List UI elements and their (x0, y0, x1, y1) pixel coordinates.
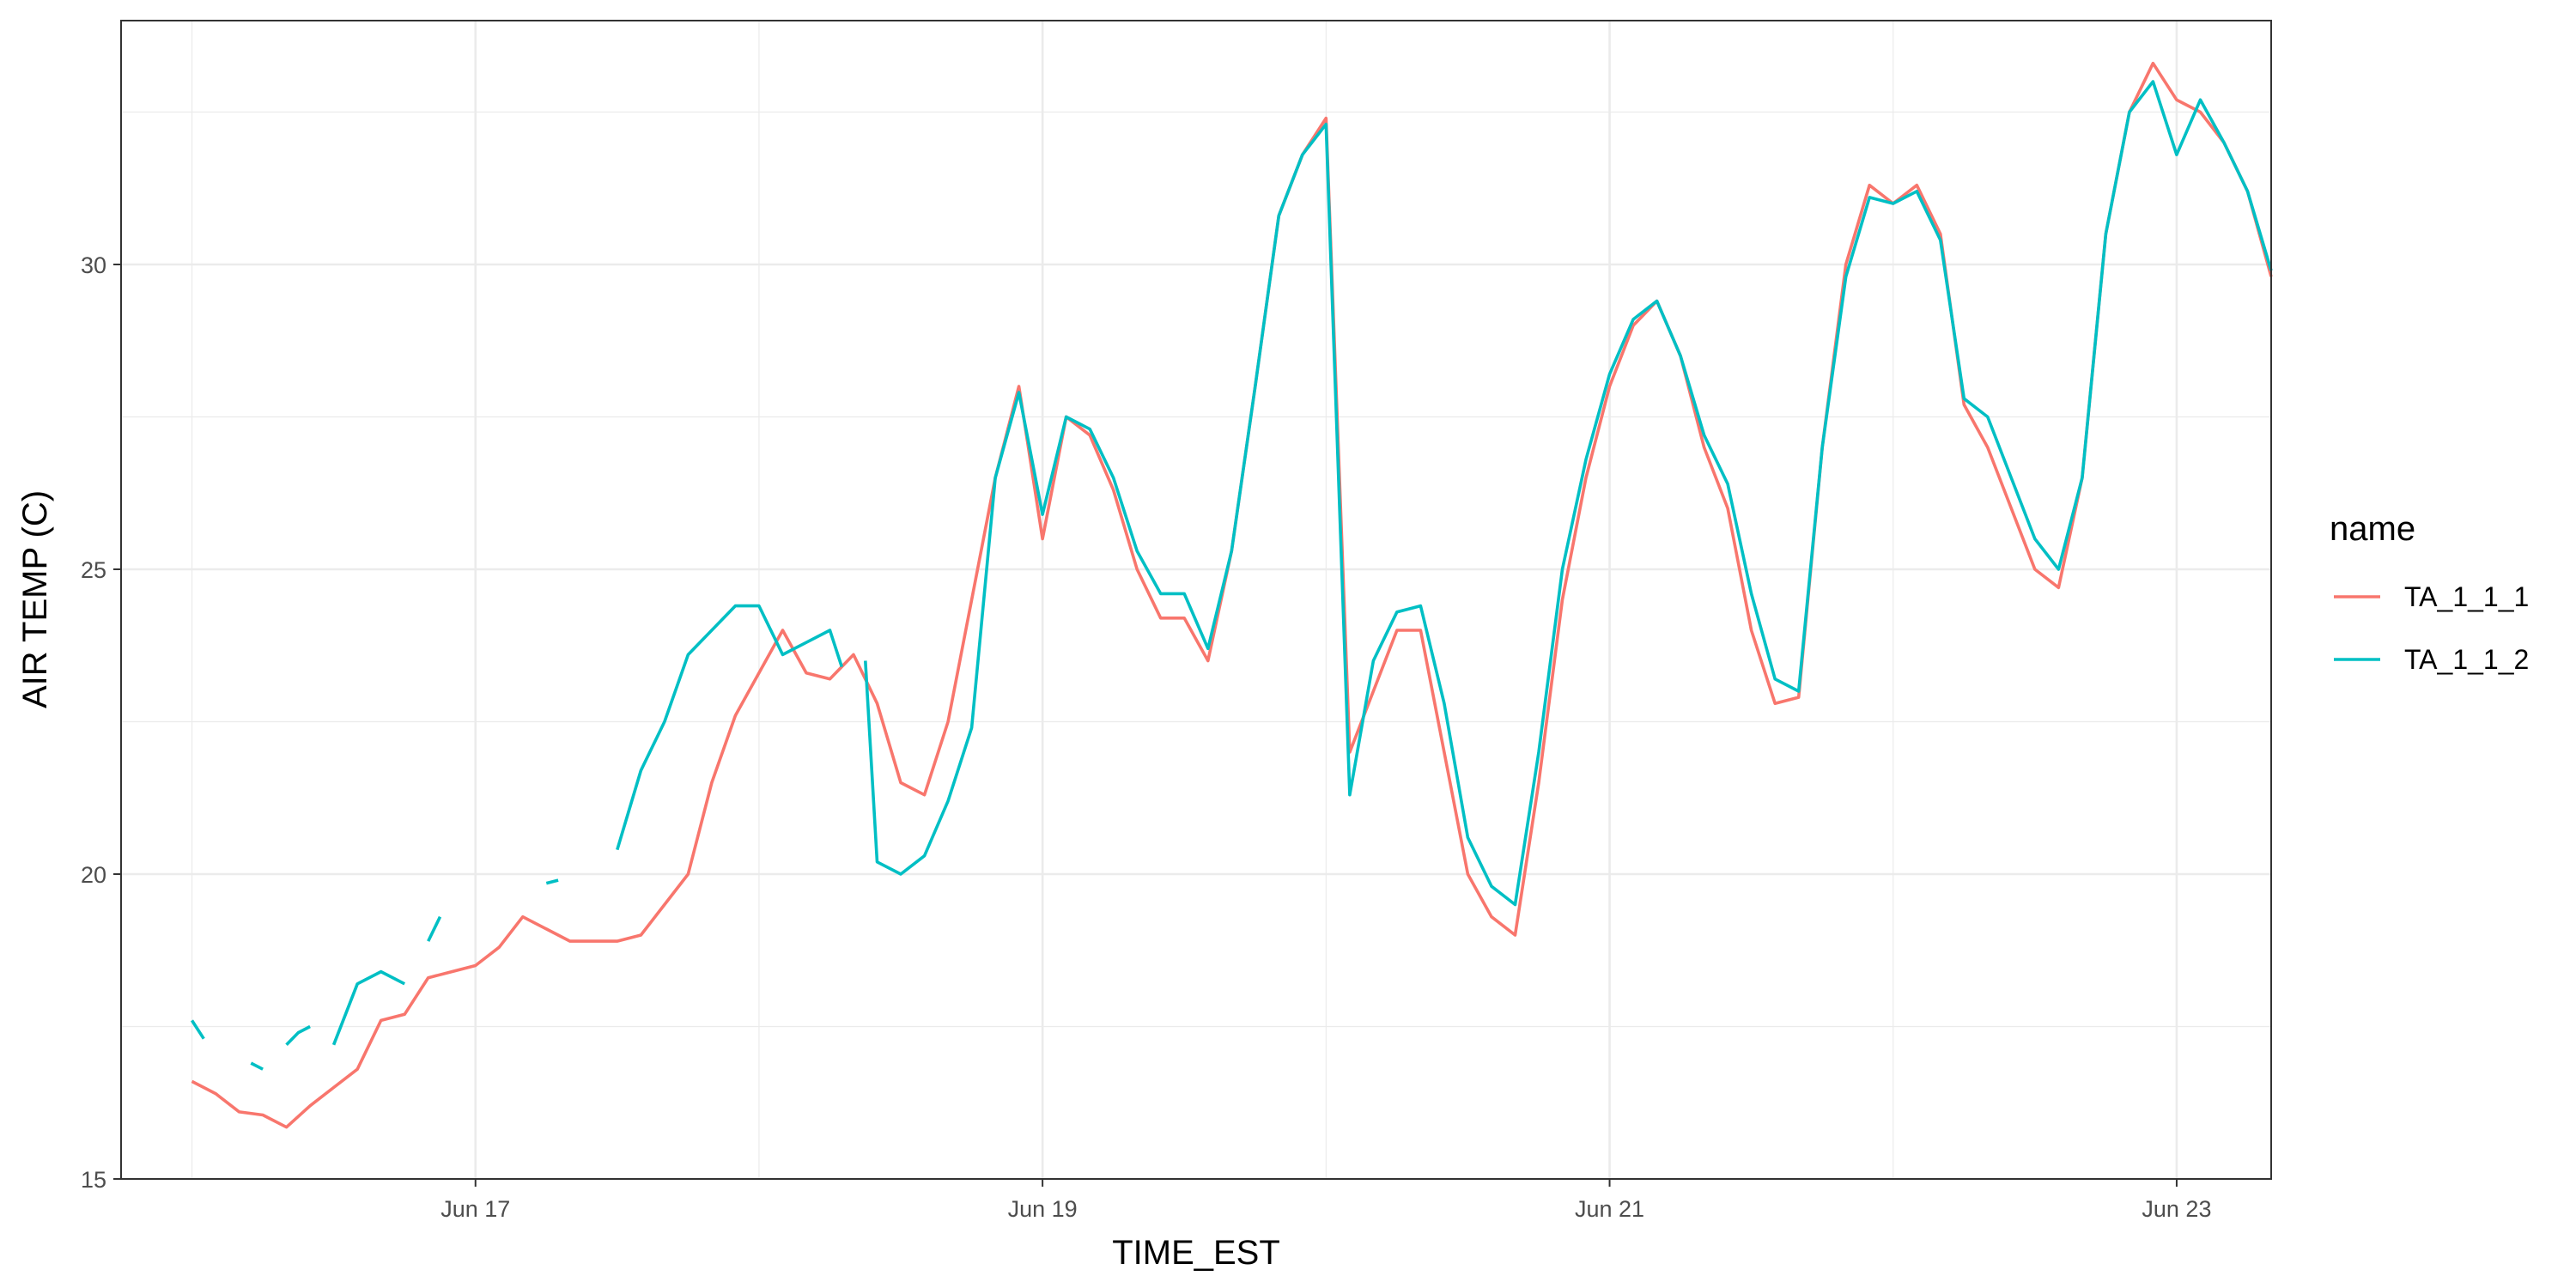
minor-gridlines (121, 21, 2271, 1179)
y-tick-label: 20 (81, 862, 106, 888)
plot-panel-background (121, 21, 2271, 1179)
y-axis-title: AIR TEMP (C) (16, 490, 54, 708)
x-tick-label: Jun 19 (1008, 1196, 1078, 1222)
legend-items: TA_1_1_1 TA_1_1_2 (2334, 581, 2529, 675)
x-axis: Jun 17 Jun 19 Jun 21 Jun 23 (440, 1179, 2211, 1222)
x-axis-title: TIME_EST (1112, 1234, 1280, 1272)
legend-title: name (2330, 510, 2415, 548)
series-lines (190, 61, 2273, 1129)
series-line (285, 1024, 311, 1047)
legend-label: TA_1_1_1 (2404, 581, 2529, 612)
x-tick-label: Jun 17 (440, 1196, 510, 1222)
series-ta-1-1-2 (190, 80, 2273, 1071)
y-tick-label: 25 (81, 557, 106, 583)
major-gridlines (121, 21, 2271, 1181)
legend: name TA_1_1_1 TA_1_1_2 (2330, 510, 2529, 675)
series-line (616, 604, 844, 851)
series-line (864, 80, 2273, 907)
series-line (331, 969, 406, 1046)
y-axis: 15 20 25 30 (81, 252, 121, 1193)
plot-panel (120, 20, 2273, 1181)
series-line (427, 915, 442, 942)
series-line (250, 1061, 264, 1071)
x-tick-label: Jun 23 (2142, 1196, 2211, 1222)
plot-panel-border (120, 20, 2272, 1180)
x-tick-label: Jun 21 (1575, 1196, 1644, 1222)
series-line (190, 1019, 205, 1040)
legend-label: TA_1_1_2 (2404, 644, 2529, 675)
series-line (545, 878, 559, 885)
y-tick-label: 30 (81, 252, 106, 278)
y-tick-label: 15 (81, 1167, 106, 1193)
